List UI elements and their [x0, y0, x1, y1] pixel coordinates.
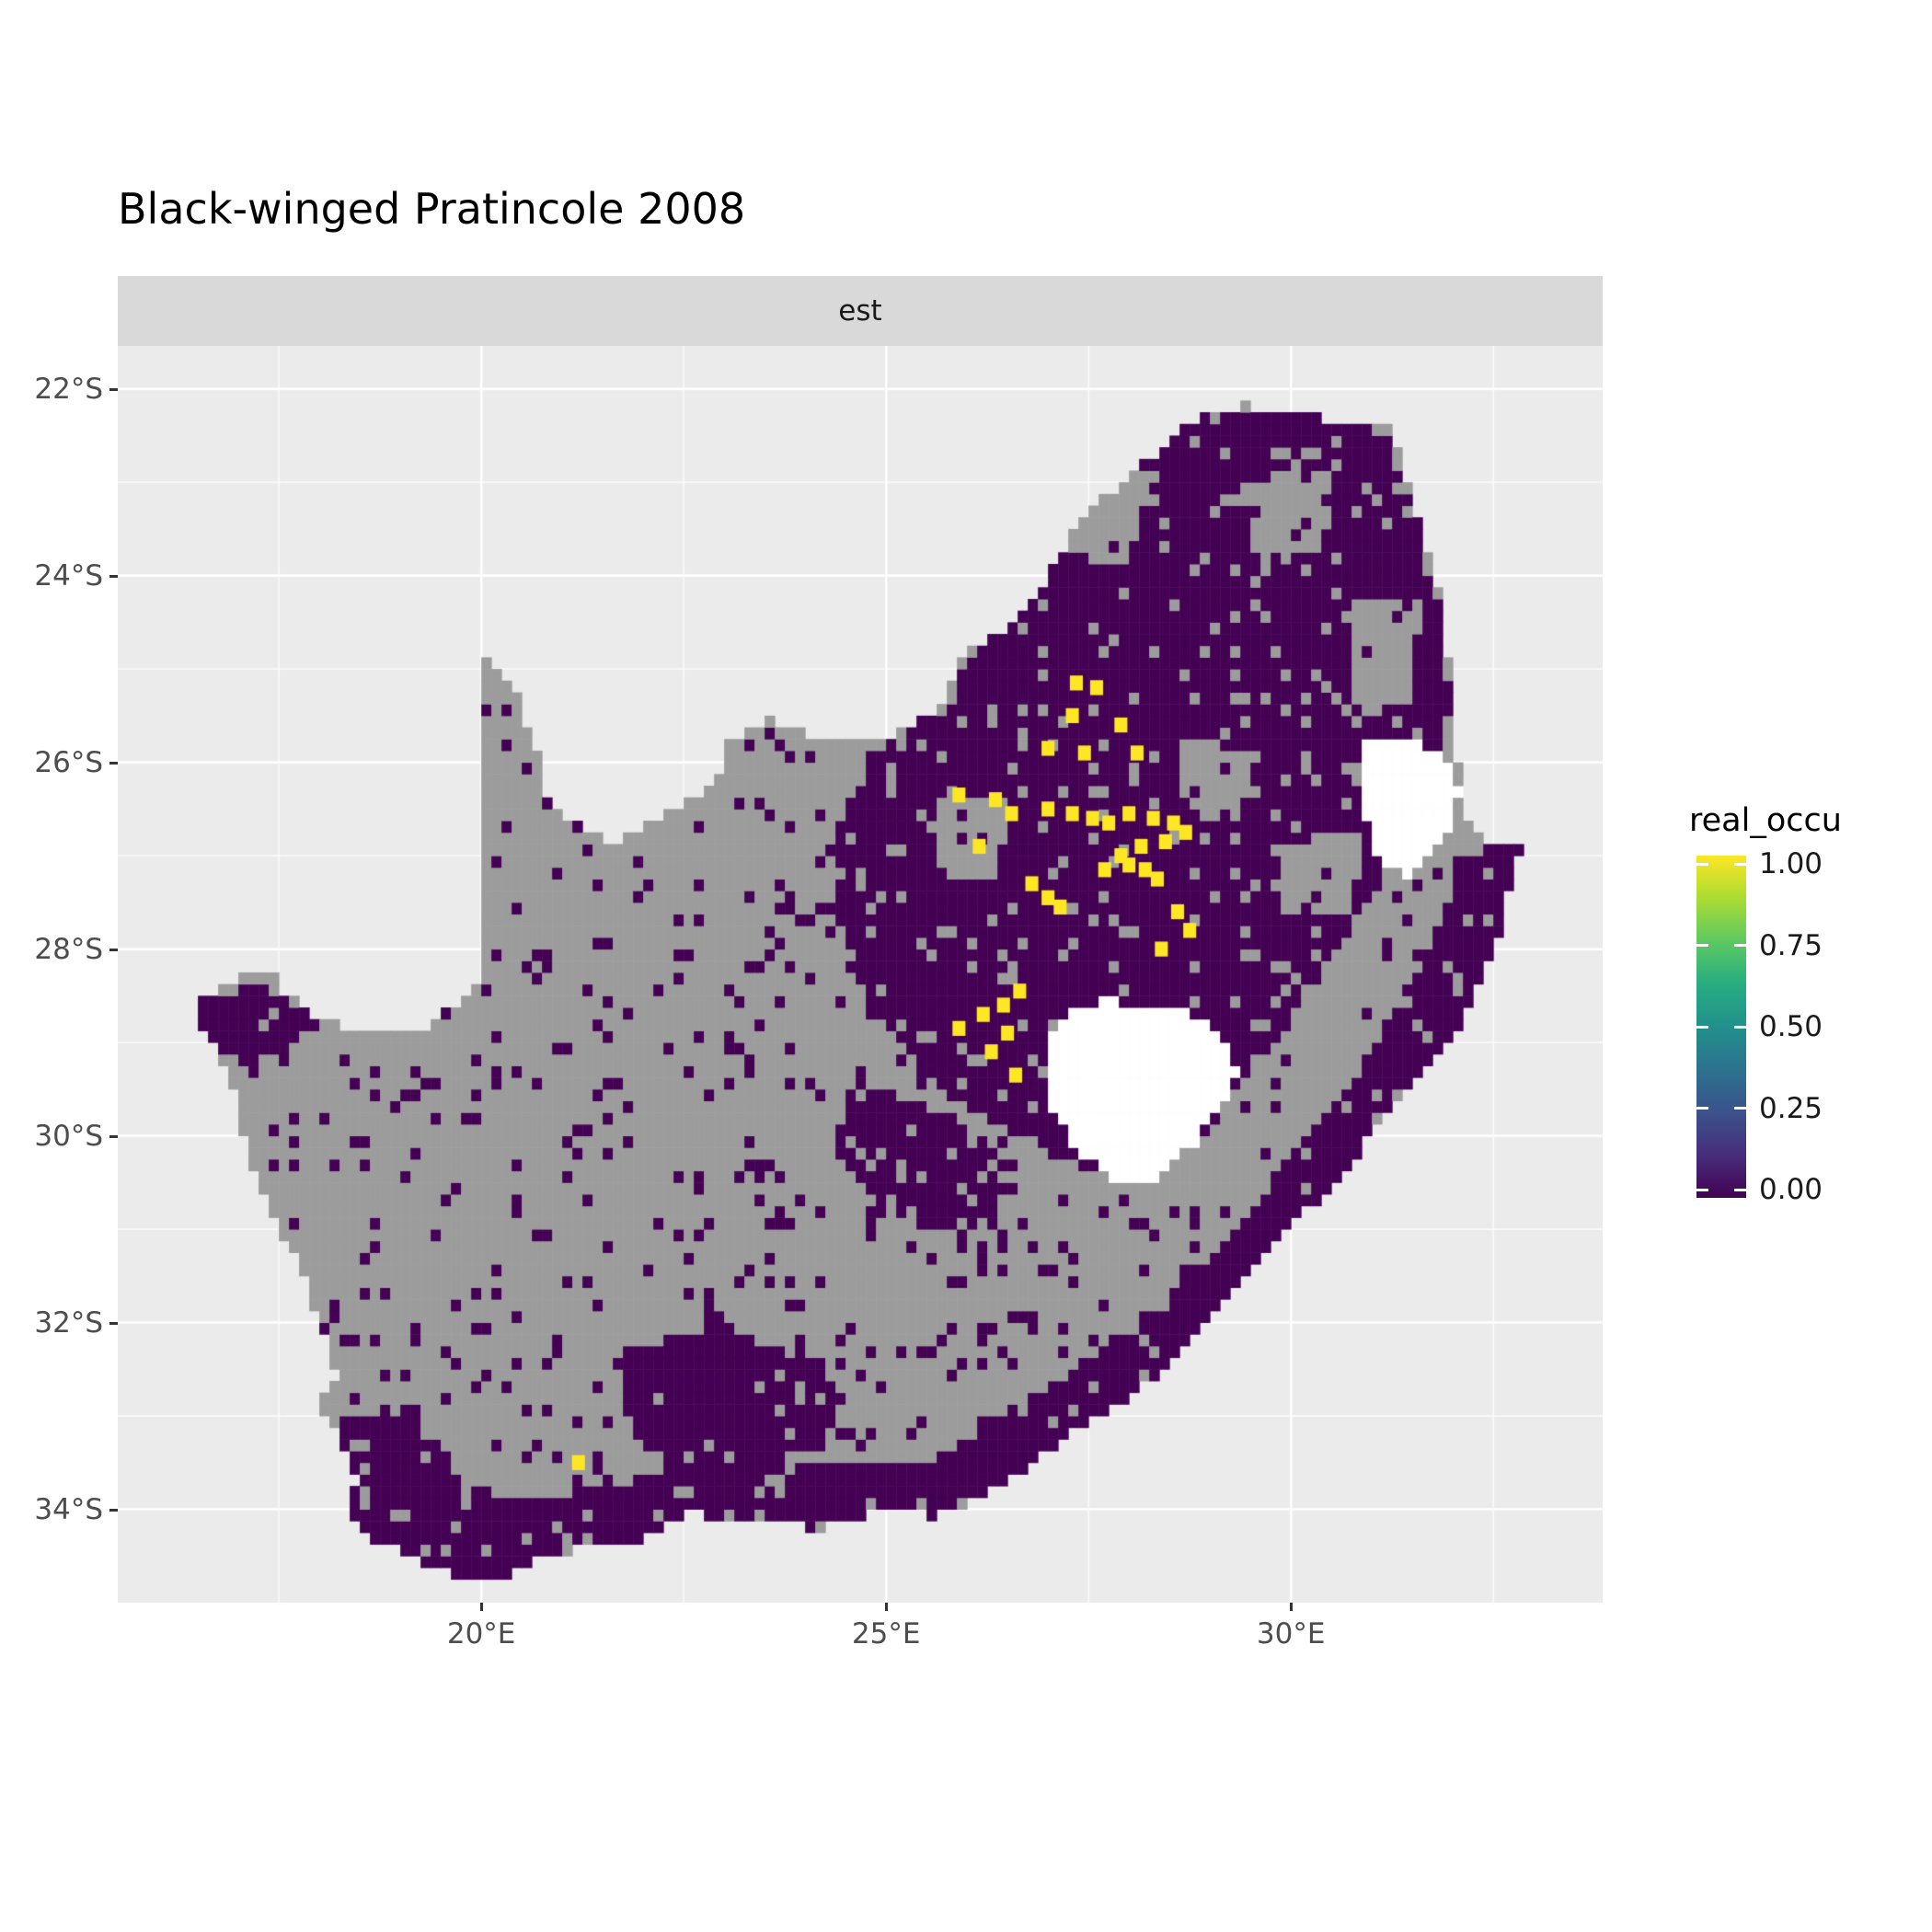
legend-tick-mark [1734, 1107, 1746, 1110]
legend-tick-mark [1734, 862, 1746, 866]
x-tick-label: 30°E [1256, 1617, 1326, 1650]
plot-title: Black-winged Pratincole 2008 [118, 184, 746, 234]
y-tick-mark [109, 1508, 118, 1512]
legend-title: real_occu [1689, 802, 1842, 839]
y-tick-mark [109, 1134, 118, 1138]
y-tick-mark [109, 1321, 118, 1325]
y-tick-label: 26°S [34, 745, 103, 779]
facet-strip: est [118, 276, 1603, 346]
y-tick-label: 32°S [34, 1305, 103, 1340]
map-canvas [118, 346, 1603, 1603]
x-tick-mark [885, 1603, 889, 1611]
legend-tick-label: 1.00 [1759, 847, 1823, 880]
y-tick-mark [109, 574, 118, 578]
legend-tick-mark [1696, 944, 1708, 947]
legend-colorbar [1696, 856, 1746, 1198]
legend-tick-label: 0.75 [1759, 928, 1823, 962]
y-tick-label: 28°S [34, 932, 103, 966]
legend-tick-label: 0.00 [1759, 1173, 1823, 1206]
facet-strip-label: est [838, 294, 882, 328]
legend-tick-mark [1696, 862, 1708, 866]
legend-tick-mark [1734, 1188, 1746, 1191]
x-tick-mark [480, 1603, 484, 1611]
x-tick-label: 25°E [851, 1617, 921, 1650]
legend-tick-mark [1696, 1107, 1708, 1110]
legend-tick-mark [1734, 1025, 1746, 1029]
y-tick-label: 24°S [34, 558, 103, 592]
legend-tick-label: 0.25 [1759, 1091, 1823, 1125]
y-tick-label: 30°S [34, 1119, 103, 1153]
legend-tick-mark [1696, 1188, 1708, 1191]
y-tick-label: 22°S [34, 372, 103, 406]
legend-tick-mark [1734, 944, 1746, 947]
y-tick-label: 34°S [34, 1492, 103, 1526]
legend-tick-label: 0.50 [1759, 1010, 1823, 1043]
legend-tick-mark [1696, 1025, 1708, 1029]
y-tick-mark [109, 948, 118, 951]
y-tick-mark [109, 761, 118, 765]
x-tick-label: 20°E [446, 1617, 516, 1650]
x-tick-mark [1290, 1603, 1294, 1611]
y-tick-mark [109, 387, 118, 391]
